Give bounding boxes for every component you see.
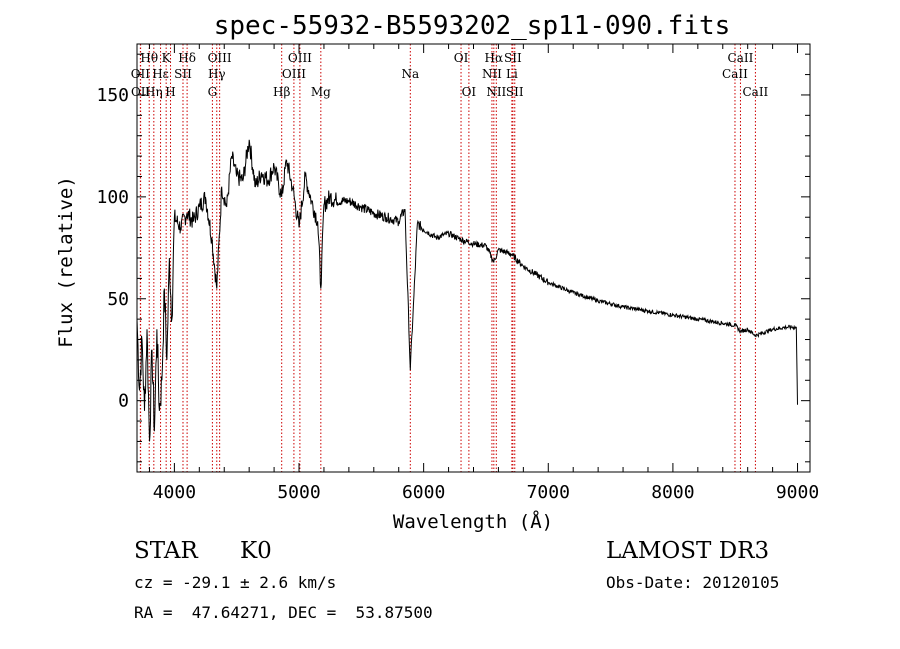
spectral-line-label: CaII bbox=[742, 85, 768, 99]
coordinates: RA = 47.64271, DEC = 53.87500 bbox=[134, 603, 433, 622]
redshift-velocity: cz = -29.1 ± 2.6 km/s bbox=[134, 573, 337, 592]
axis-ticks: 4000 5000 6000 7000 8000 9000 0 50 100 150 bbox=[96, 44, 819, 503]
plot-frame bbox=[136, 43, 811, 473]
spectral-line-label: Mg bbox=[311, 85, 331, 99]
x-tick-label: 4000 bbox=[153, 482, 196, 503]
spectral-line-label: NII bbox=[486, 85, 506, 99]
spectral-line-label: Hγ bbox=[208, 67, 226, 81]
spectral-line-label: H bbox=[165, 85, 175, 99]
spectral-line-markers bbox=[139, 44, 756, 472]
spectral-line-label: SII bbox=[174, 67, 192, 81]
spectral-line-label: Li bbox=[506, 67, 518, 81]
object-class: STAR bbox=[134, 538, 198, 564]
x-axis-label: Wavelength (Å) bbox=[393, 510, 553, 533]
spectral-line-label: Hα bbox=[485, 51, 504, 65]
y-tick-label: 0 bbox=[118, 391, 129, 412]
x-tick-label: 6000 bbox=[402, 482, 445, 503]
y-tick-label: 150 bbox=[96, 85, 129, 106]
spectral-line-label: OI bbox=[462, 85, 477, 99]
spectral-line-label: OII bbox=[131, 85, 151, 99]
y-tick-label: 100 bbox=[96, 187, 129, 208]
observation-date: Obs-Date: 20120105 bbox=[606, 573, 780, 592]
x-tick-label: 5000 bbox=[277, 482, 320, 503]
spectral-line-label: Na bbox=[401, 67, 419, 81]
x-tick-label: 9000 bbox=[776, 482, 819, 503]
spectral-line-label: OII bbox=[131, 67, 151, 81]
y-tick-label: 50 bbox=[107, 289, 129, 310]
spectral-line-label: Hε bbox=[152, 67, 169, 81]
spectral-line-label: SII bbox=[506, 85, 524, 99]
flux-series bbox=[136, 139, 798, 442]
x-tick-label: 8000 bbox=[651, 482, 694, 503]
spectral-line-label: Hθ bbox=[140, 51, 158, 65]
spectral-line-label: OIII bbox=[282, 67, 306, 81]
spectral-line-label: K bbox=[162, 51, 172, 65]
object-subclass: K0 bbox=[240, 538, 272, 564]
survey-name: LAMOST DR3 bbox=[606, 538, 770, 564]
flux-line bbox=[136, 139, 798, 442]
spectral-line-label: OIII bbox=[288, 51, 312, 65]
spectral-line-label: OI bbox=[454, 51, 469, 65]
chart-title: spec-55932-B5593202_sp11-090.fits bbox=[214, 11, 731, 41]
spectral-line-label: SII bbox=[504, 51, 522, 65]
x-tick-label: 7000 bbox=[527, 482, 570, 503]
spectral-line-label: NII bbox=[482, 67, 502, 81]
spectral-line-label: Hδ bbox=[178, 51, 196, 65]
spectral-line-label: G bbox=[208, 85, 218, 99]
spectral-line-label: Hβ bbox=[273, 85, 290, 99]
spectral-line-label: OIII bbox=[208, 51, 232, 65]
spectral-line-label: CaII bbox=[722, 67, 748, 81]
spectral-line-label: CaII bbox=[728, 51, 754, 65]
spectral-line-label: Hη bbox=[145, 85, 163, 99]
y-axis-label: Flux (relative) bbox=[55, 176, 77, 348]
